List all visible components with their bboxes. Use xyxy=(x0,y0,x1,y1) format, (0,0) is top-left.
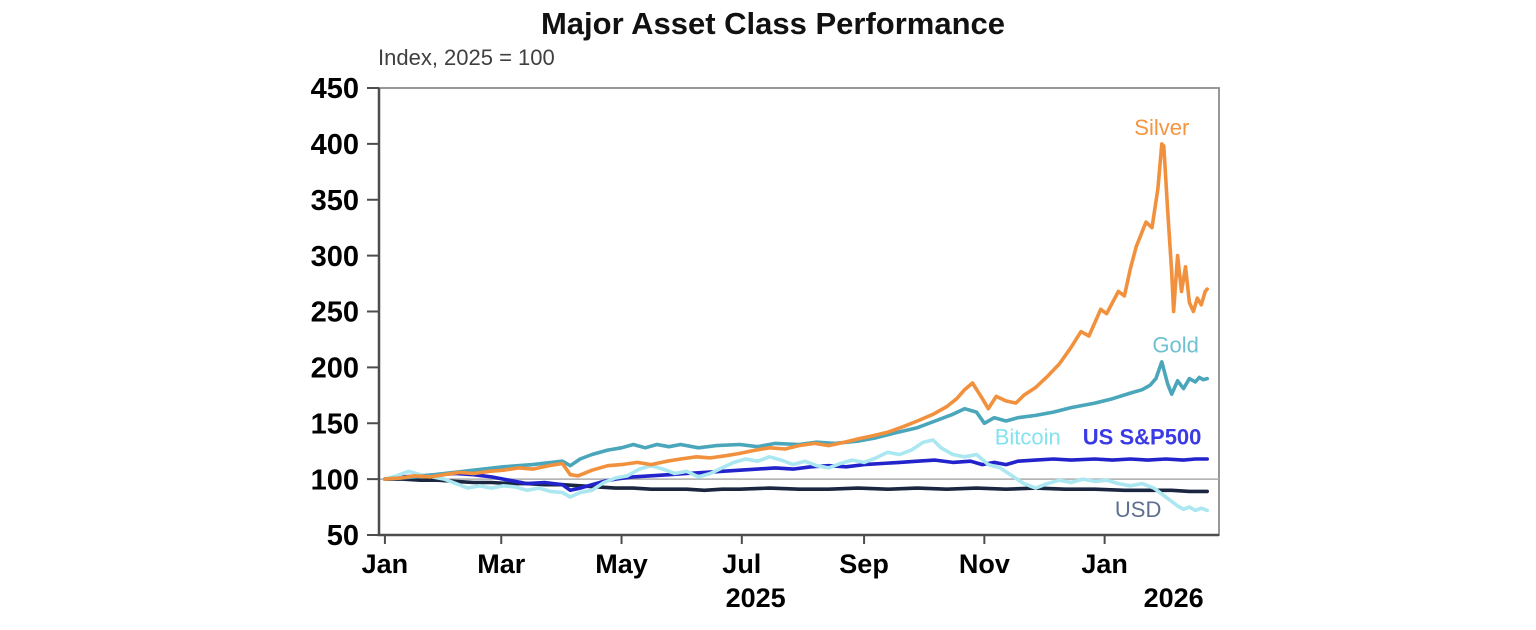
x-tick-label-6: Jan xyxy=(1081,549,1128,579)
y-tick-label-300: 300 xyxy=(311,241,359,273)
series-line-gold xyxy=(383,359,1209,481)
y-tick-label-250: 250 xyxy=(311,297,359,329)
y-tick-label-150: 150 xyxy=(311,408,359,440)
y-tick-label-400: 400 xyxy=(311,129,359,161)
series-label-bitcoin: Bitcoin xyxy=(995,424,1061,449)
y-tick-label-350: 350 xyxy=(311,185,359,217)
x-tick-label-2: May xyxy=(595,549,648,579)
series-line-bitcoin xyxy=(383,438,1209,513)
x-tick-label-4: Sep xyxy=(839,549,889,579)
series-label-us-s-p500: US S&P500 xyxy=(1083,424,1202,449)
series-line-us-s-p500 xyxy=(383,457,1209,493)
x-tick-label-0: Jan xyxy=(362,549,409,579)
y-tick-label-50: 50 xyxy=(327,520,359,552)
series-line-silver xyxy=(383,142,1209,481)
series-line-usd xyxy=(383,477,1209,494)
chart-subtitle: Index, 2025 = 100 xyxy=(378,45,555,70)
series-label-gold: Gold xyxy=(1152,333,1198,358)
chart-title: Major Asset Class Performance xyxy=(540,6,1006,41)
y-tick-label-200: 200 xyxy=(311,353,359,385)
x-tick-label-3: Jul xyxy=(722,549,761,579)
year-label-2026: 2026 xyxy=(1144,583,1204,613)
y-tick-label-450: 450 xyxy=(311,73,359,105)
y-tick-label-100: 100 xyxy=(311,464,359,496)
year-label-2025: 2025 xyxy=(726,583,786,613)
series-label-silver: Silver xyxy=(1134,115,1189,140)
series-label-usd: USD xyxy=(1115,497,1161,522)
x-tick-label-1: Mar xyxy=(477,549,526,579)
x-tick-label-5: Nov xyxy=(959,549,1010,579)
